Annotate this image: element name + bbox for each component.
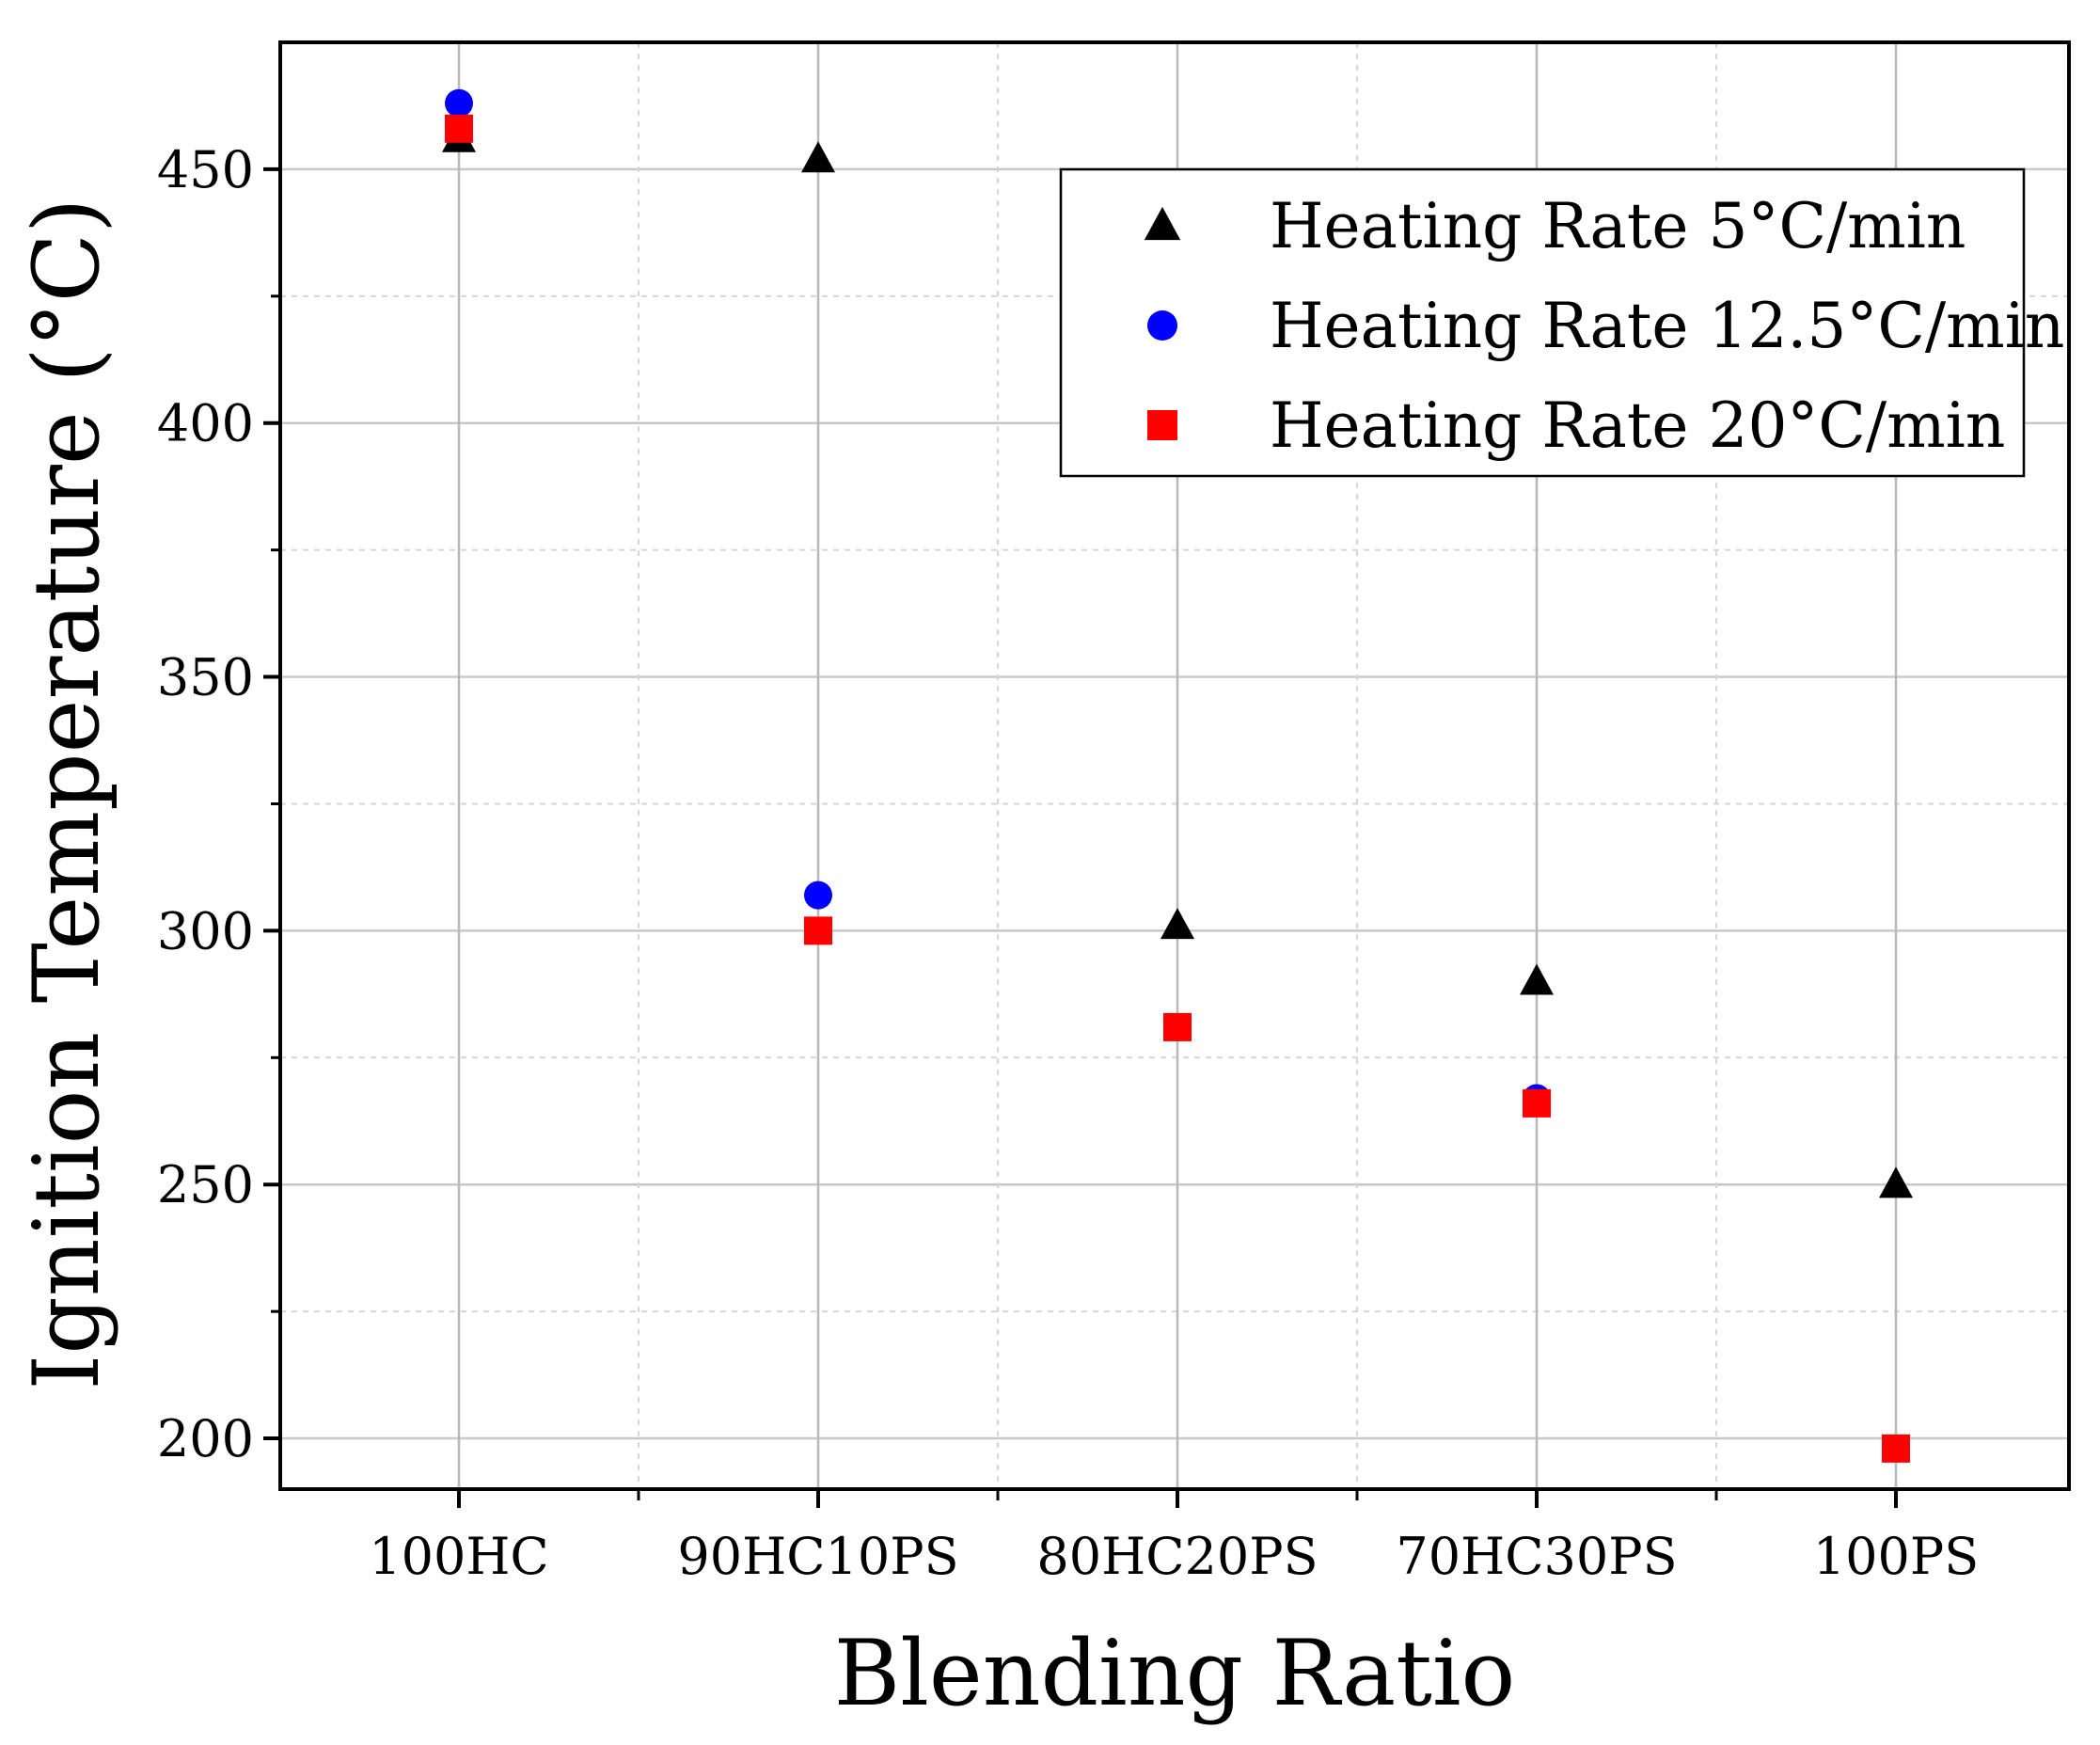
- data-point-square-90hc10ps: [804, 916, 832, 945]
- y-axis-title: Ignition Temperature (°C): [14, 198, 119, 1389]
- x-tick-label: 80HC20PS: [1036, 1527, 1318, 1586]
- y-tick-label: 300: [157, 901, 254, 960]
- x-axis-title: Blending Ratio: [834, 1621, 1516, 1726]
- legend-marker-square: [1147, 410, 1177, 440]
- legend-label: Heating Rate 20°C/min: [1270, 389, 2005, 462]
- data-point-square-100ps: [1882, 1434, 1910, 1463]
- legend-label: Heating Rate 5°C/min: [1270, 190, 1966, 262]
- data-point-triangle-90hc10ps: [801, 141, 835, 173]
- plot-frame: [278, 40, 2071, 1491]
- x-tick-label: 100HC: [369, 1527, 548, 1586]
- grid: [280, 42, 2069, 1489]
- data-point-square-80hc20ps: [1163, 1012, 1192, 1041]
- x-tick-label: 100PS: [1813, 1527, 1979, 1586]
- legend: Heating Rate 5°C/min Heating Rate 12.5°C/…: [1059, 167, 2064, 478]
- y-tick-label: 400: [157, 394, 254, 453]
- y-tick-label: 200: [157, 1409, 254, 1468]
- y-tick-label: 450: [157, 140, 254, 199]
- legend-label: Heating Rate 12.5°C/min: [1270, 290, 2064, 362]
- data-point-square-100hc: [445, 114, 473, 143]
- x-tick-label: 90HC10PS: [677, 1527, 958, 1586]
- axis-ticks: 200 250 300 350 400 450 100HC 90HC10PS 80HC20PS 7…: [157, 140, 1979, 1586]
- data-points: [442, 88, 1913, 1463]
- y-tick-label: 250: [157, 1155, 254, 1214]
- data-point-square-70hc30ps: [1523, 1088, 1551, 1118]
- y-tick-label: 350: [157, 648, 254, 707]
- legend-marker-circle: [1147, 310, 1177, 341]
- data-point-triangle-100ps: [1879, 1166, 1913, 1198]
- data-point-triangle-70hc30ps: [1520, 963, 1554, 995]
- data-point-triangle-80hc20ps: [1161, 908, 1194, 940]
- legend-box: [1059, 167, 2026, 478]
- data-point-circle-100hc: [445, 88, 473, 118]
- legend-marker-triangle: [1144, 206, 1181, 241]
- x-tick-label: 70HC30PS: [1396, 1527, 1677, 1586]
- data-point-circle-90hc10ps: [804, 880, 832, 910]
